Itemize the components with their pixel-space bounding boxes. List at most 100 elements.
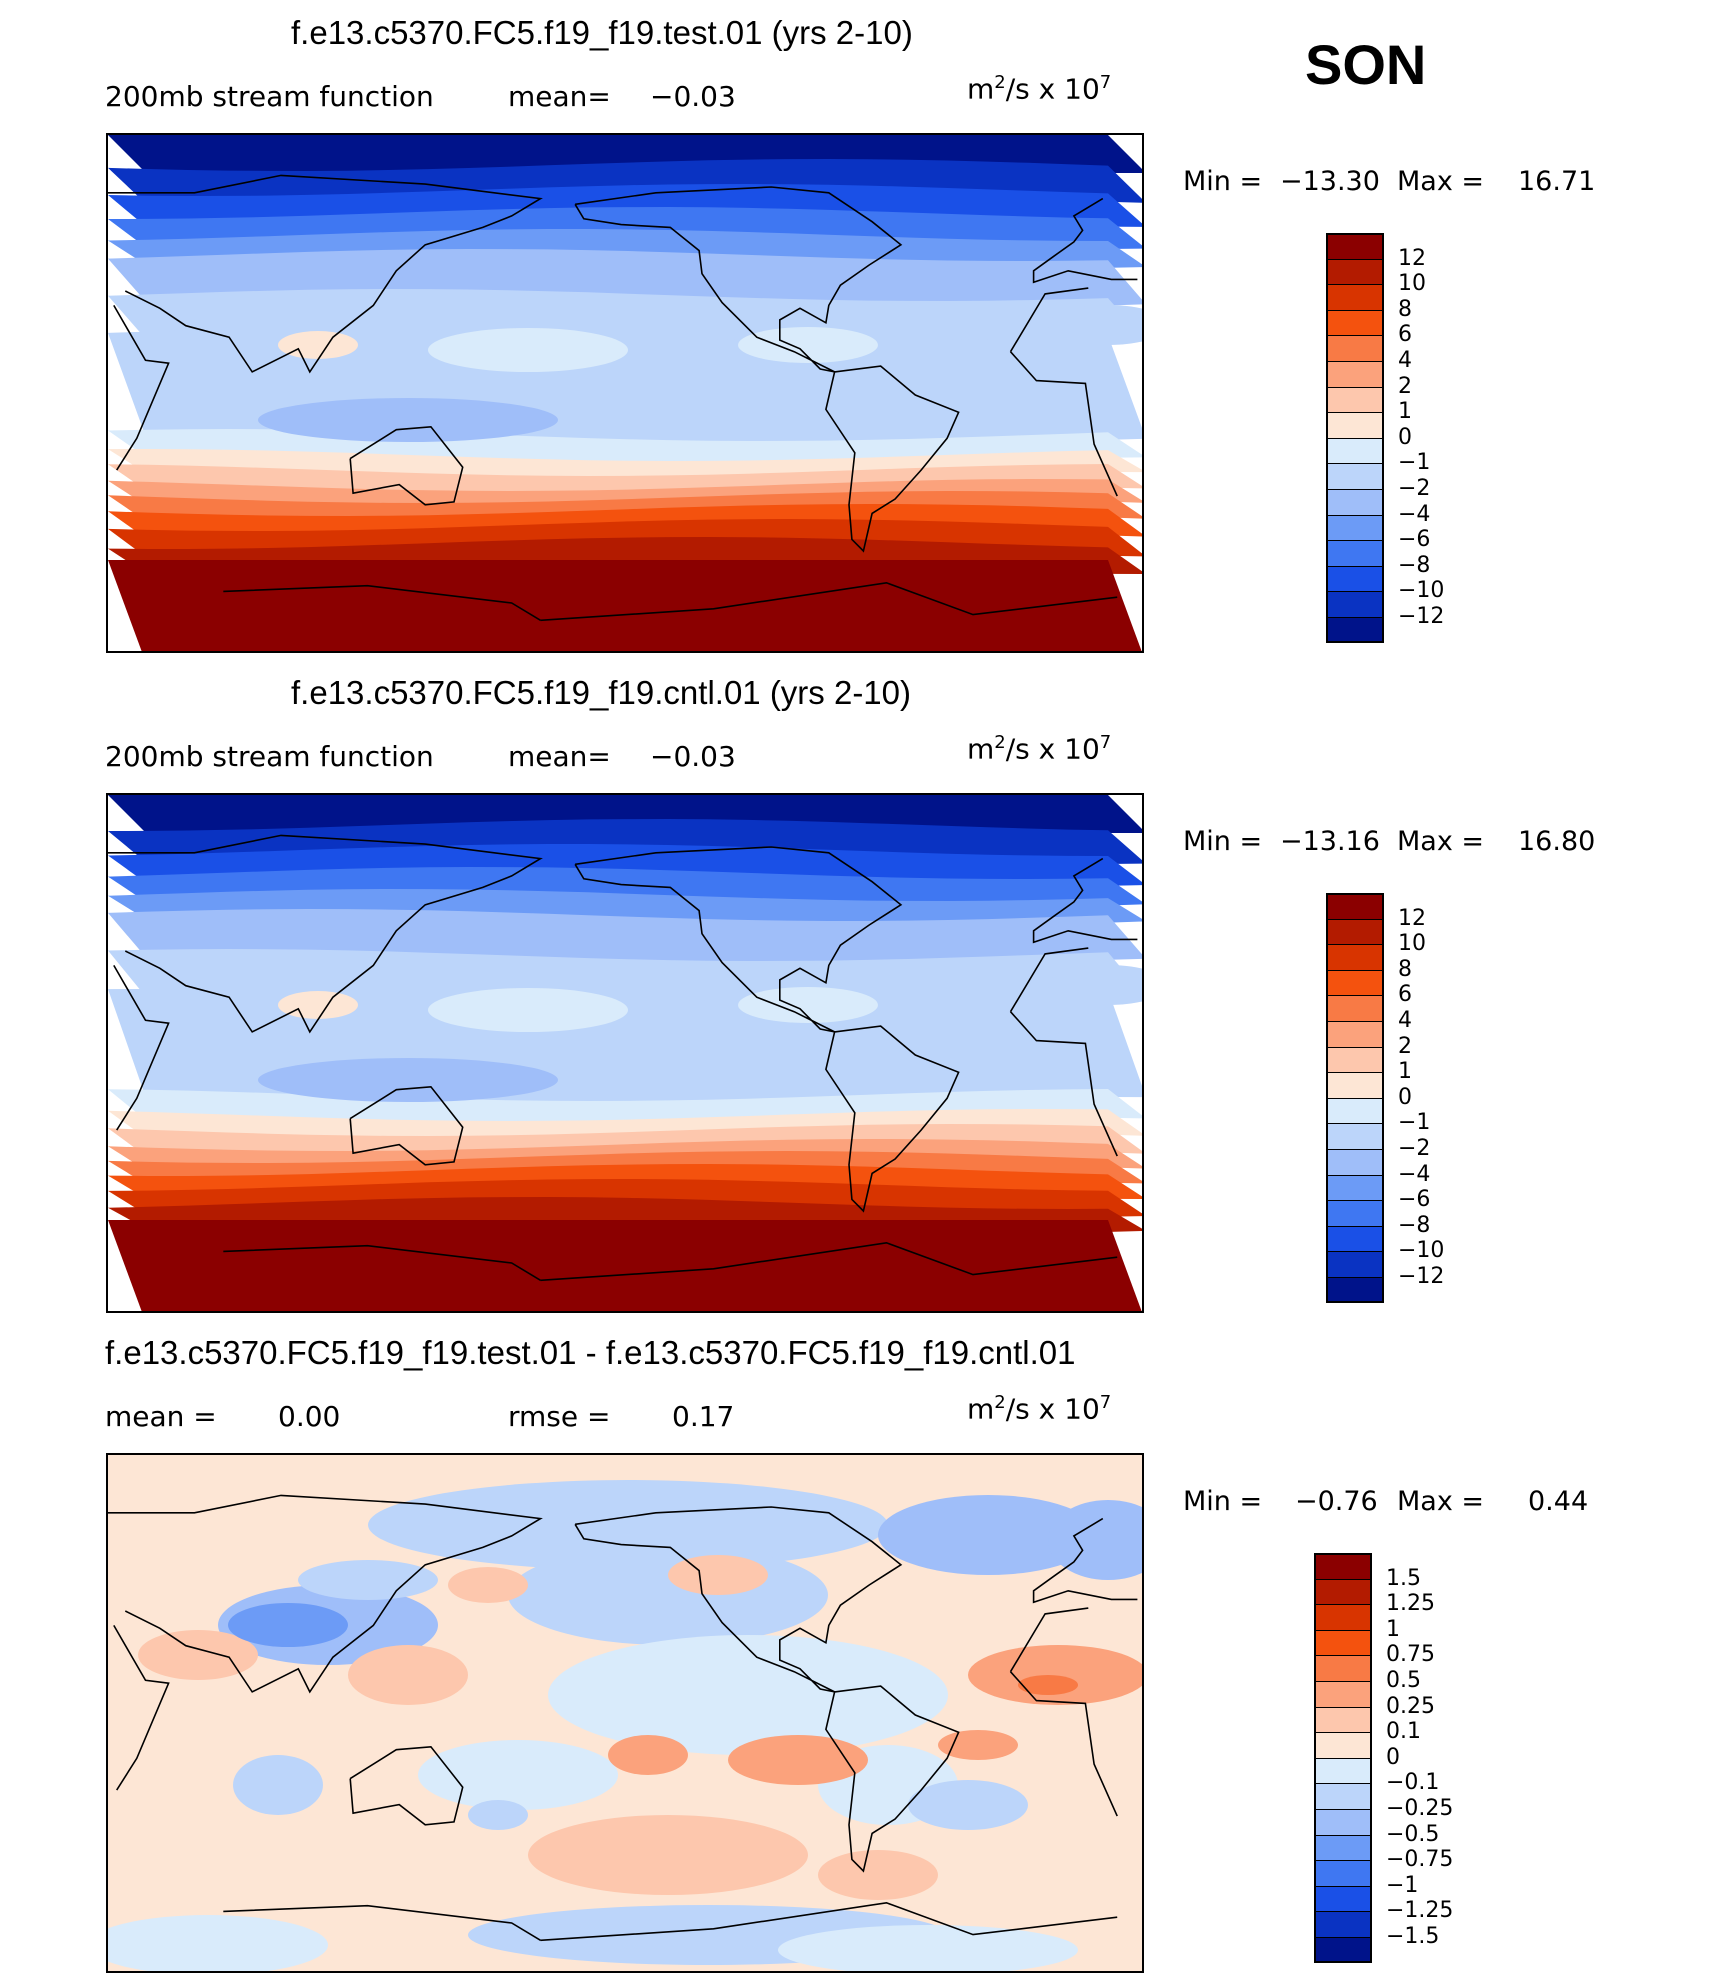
contour-blob <box>818 1850 938 1900</box>
colorbar-tick-label: −1.25 <box>1386 1898 1454 1924</box>
colorbar-tick-label: 4 <box>1398 1008 1412 1033</box>
colorbar-cell <box>1326 361 1384 387</box>
colorbar-tick-label: 12 <box>1398 905 1426 931</box>
colorbar-cell <box>1326 1021 1384 1047</box>
panel-1-max-label: Max = <box>1397 166 1485 197</box>
colorbar-tick-label: 6 <box>1398 322 1412 348</box>
coastline <box>108 834 1138 1282</box>
contour-blob <box>938 1730 1018 1760</box>
contour-band <box>108 229 1142 269</box>
colorbar-tick-label: 4 <box>1398 348 1412 373</box>
panel-3-mean-label: mean = <box>105 1400 217 1433</box>
panel-1-mean-label: mean= <box>508 80 611 113</box>
panel-1-map <box>106 133 1144 653</box>
colorbar-frame <box>1326 233 1384 643</box>
colorbar-tick-label: 6 <box>1398 982 1412 1008</box>
contour-blob <box>233 1755 323 1815</box>
panel-3-map <box>106 1453 1144 1973</box>
colorbar-cell <box>1314 1604 1372 1630</box>
colorbar-tick-label: 1 <box>1398 1059 1412 1085</box>
colorbar-cell <box>1326 1174 1384 1201</box>
colorbar-cell <box>1326 258 1384 285</box>
colorbar-cell <box>1314 1732 1372 1758</box>
panel-1-min-label: Min = <box>1183 166 1263 197</box>
colorbar-tick-label: −0.1 <box>1386 1770 1440 1796</box>
colorbar-tick-label: −1 <box>1386 1872 1419 1898</box>
colorbar-cell <box>1326 233 1384 259</box>
colorbar-tick-label: −6 <box>1398 527 1431 553</box>
contour-blob <box>258 398 558 442</box>
contour-blob <box>138 1630 258 1680</box>
panel-3-mean-value: 0.00 <box>278 1400 341 1433</box>
colorbar-cell <box>1326 944 1384 970</box>
contour-blob <box>528 1815 808 1895</box>
panel-3-max-label: Max = <box>1397 1486 1485 1517</box>
panel-3-rmse-label: rmse = <box>508 1400 611 1433</box>
coastline <box>108 1494 1138 1942</box>
panel-2-title: f.e13.c5370.FC5.f19_f19.cntl.01 (yrs 2-1… <box>291 674 912 711</box>
colorbar-cell <box>1314 1629 1372 1656</box>
contour-blob <box>878 1495 1098 1575</box>
colorbar-tick-label: 12 <box>1398 245 1426 271</box>
panel-3-max-value: 0.44 <box>1528 1486 1589 1517</box>
colorbar-tick-label: −0.25 <box>1386 1796 1454 1821</box>
colorbar-cell <box>1314 1860 1372 1886</box>
colorbar-tick-label: −8 <box>1398 1212 1431 1238</box>
panel-3-title: f.e13.c5370.FC5.f19_f19.test.01 - f.e13.… <box>105 1334 1076 1371</box>
colorbar-cell <box>1314 1655 1372 1681</box>
panel-2-mean-label: mean= <box>508 740 611 773</box>
contour-blob <box>738 987 878 1023</box>
colorbar-tick-label: 0 <box>1398 1084 1412 1110</box>
colorbar-tick-label: 0.25 <box>1386 1693 1435 1719</box>
contour-blob <box>738 327 878 363</box>
colorbar-tick-label: −4 <box>1398 501 1431 527</box>
colorbar-frame <box>1314 1553 1372 1963</box>
colorbar-tick-label: 0 <box>1386 1744 1400 1770</box>
contour-blob <box>108 1915 328 1971</box>
colorbar-cell <box>1326 540 1384 566</box>
panel-1-variable-label: 200mb stream function <box>105 80 434 113</box>
colorbar-tick-label: 10 <box>1398 271 1426 297</box>
colorbar-cell <box>1314 1834 1372 1861</box>
panel-2-min-value: −13.16 <box>1280 826 1380 857</box>
contour-blob <box>278 331 358 359</box>
colorbar-tick-label: 2 <box>1398 1033 1412 1059</box>
map-field-svg <box>108 1455 1142 1971</box>
panel-2-mean-value: −0.03 <box>650 740 736 773</box>
colorbar-cell <box>1314 1681 1372 1707</box>
panel-3-units: m2/s x 107 <box>967 1392 1112 1426</box>
contour-blob <box>428 988 628 1032</box>
season-label: SON <box>1305 33 1427 96</box>
colorbar-tick-label: −4 <box>1398 1161 1431 1187</box>
panel-1-min-value: −13.30 <box>1280 166 1380 197</box>
colorbar-cell <box>1326 918 1384 945</box>
colorbar-tick-label: −1 <box>1398 1110 1431 1136</box>
contour-blob <box>448 1567 528 1603</box>
colorbar-tick-label: −0.5 <box>1386 1821 1440 1847</box>
contour-blob <box>1048 1500 1142 1580</box>
panel-3-rmse-value: 0.17 <box>672 1400 735 1433</box>
contour-band <box>108 889 1142 929</box>
colorbar-tick-label: 0.5 <box>1386 1668 1421 1693</box>
colorbar-cell <box>1326 1225 1384 1252</box>
colorbar-tick-label: −10 <box>1398 578 1445 604</box>
panel-1-max-value: 16.71 <box>1518 166 1596 197</box>
colorbar-cell <box>1314 1937 1372 1963</box>
colorbar-cell <box>1326 1046 1384 1073</box>
panel-1-title: f.e13.c5370.FC5.f19_f19.test.01 (yrs 2-1… <box>291 14 913 51</box>
contour-blob <box>278 991 358 1019</box>
colorbar-tick-label: −1 <box>1398 450 1431 476</box>
contour-blob <box>298 1560 438 1600</box>
colorbar-cell <box>1326 284 1384 310</box>
contour-blob <box>348 1645 468 1705</box>
panel-1-mean-value: −0.03 <box>650 80 736 113</box>
panel-3-min-value: −0.76 <box>1295 1486 1378 1517</box>
panel-2-variable-label: 200mb stream function <box>105 740 434 773</box>
colorbar-tick-label: 8 <box>1398 296 1412 322</box>
contour-band <box>108 1109 1142 1144</box>
coastline <box>108 174 1138 622</box>
colorbar-cell <box>1326 1123 1384 1149</box>
contour-blob <box>668 1555 768 1595</box>
colorbar-cell <box>1326 995 1384 1021</box>
colorbar-cell <box>1314 1706 1372 1733</box>
